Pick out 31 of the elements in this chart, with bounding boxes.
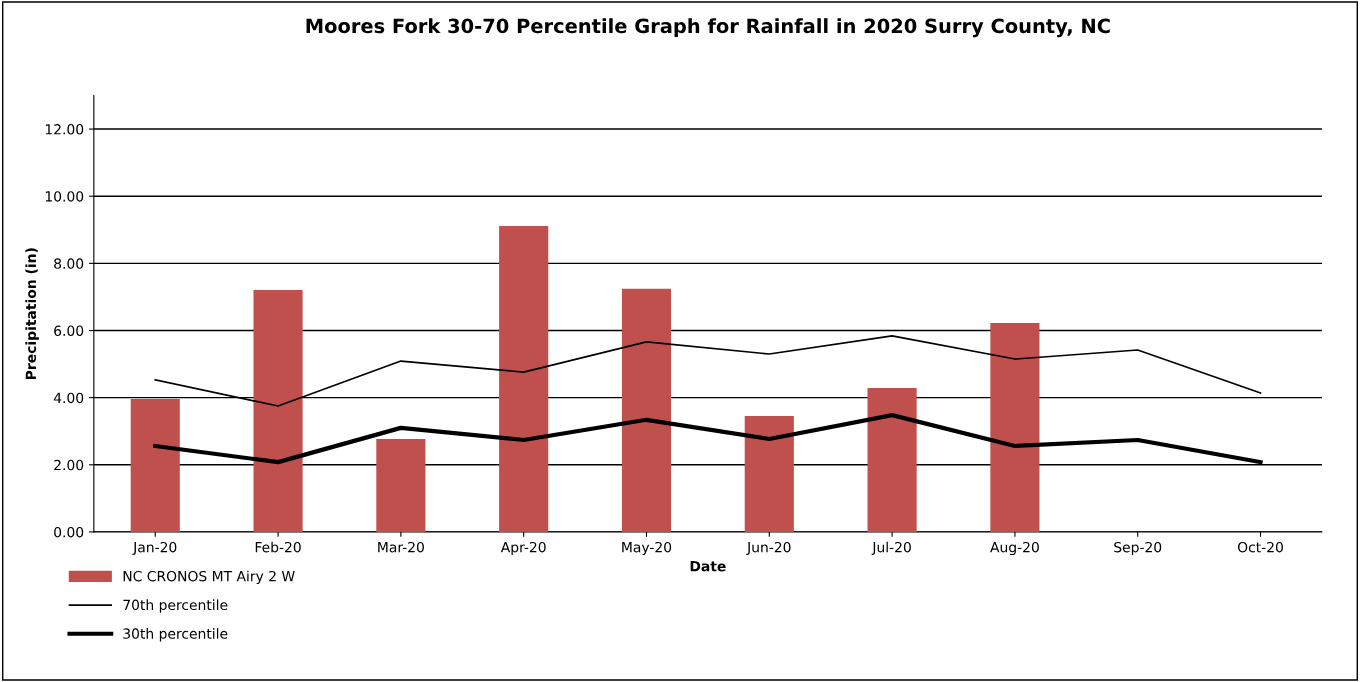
- bar: [253, 289, 303, 532]
- y-tick-label: 6.00: [54, 325, 84, 336]
- y-tick-label: 2.00: [54, 459, 84, 471]
- bar: [376, 438, 426, 532]
- bar: [499, 226, 549, 532]
- bar: [990, 323, 1040, 532]
- x-tick-label: Sep-20: [1114, 541, 1162, 556]
- legend-label: 70th percentile: [123, 599, 228, 613]
- y-tick-label: 12.00: [45, 124, 84, 135]
- bar: [130, 399, 180, 532]
- bar: [621, 288, 672, 532]
- x-tick-label: Jun-20: [746, 541, 791, 556]
- x-tick-label: Apr-20: [500, 541, 546, 556]
- x-axis-title: Date: [690, 561, 726, 572]
- legend-label: NC CRONOS MT Airy 2 W: [123, 570, 295, 585]
- x-tick-label: Jul-20: [871, 541, 911, 556]
- y-tick-label: 0.00: [54, 526, 84, 538]
- bar: [867, 387, 917, 532]
- legend-label: 30th percentile: [123, 628, 228, 642]
- y-tick-label: 8.00: [54, 258, 84, 269]
- x-tick-label: Feb-20: [255, 541, 301, 553]
- y-axis-title: Precipitation (in): [25, 248, 39, 380]
- x-tick-label: Oct-20: [1237, 541, 1283, 553]
- bar: [744, 416, 794, 532]
- y-tick-label: 10.00: [45, 191, 84, 202]
- x-tick-label: Jan-20: [132, 541, 177, 556]
- x-tick-label: May-20: [622, 541, 672, 556]
- x-tick-label: Aug-20: [990, 541, 1039, 556]
- x-tick-label: Mar-20: [378, 541, 424, 553]
- y-tick-label: 4.00: [53, 392, 84, 404]
- chart-title: Moores Fork 30-70 Percentile Graph for Rainfall in 2020 Surry County, NC: [306, 18, 1110, 38]
